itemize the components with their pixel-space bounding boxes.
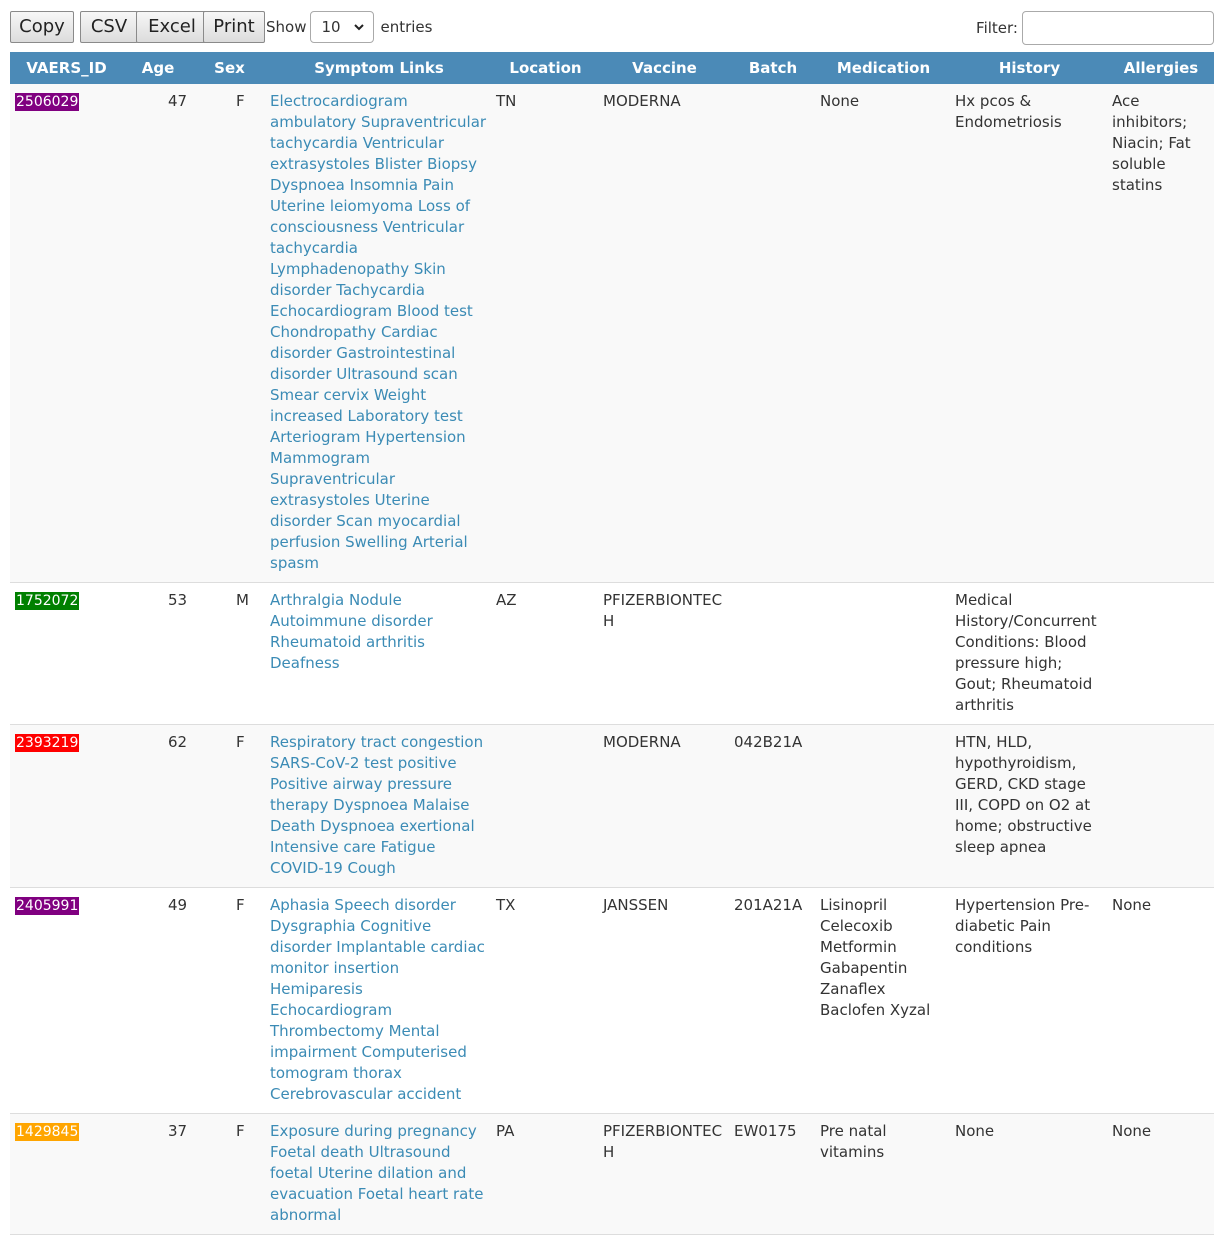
table-row: 2506029 47 F Electrocardiogram ambulator… xyxy=(10,84,1214,583)
cell-location: TN xyxy=(492,84,599,583)
cell-vaccine: MODERNA xyxy=(599,84,730,583)
vaers-id-badge[interactable]: 1752072 xyxy=(15,592,80,610)
cell-medication xyxy=(816,582,951,725)
cell-history: Medical History/Concurrent Conditions: B… xyxy=(951,582,1108,725)
column-header-sex[interactable]: Sex xyxy=(193,52,266,84)
cell-vaers-id: 1429845 xyxy=(10,1113,123,1235)
page-size-value: 10 xyxy=(321,18,341,36)
cell-medication: Pre natal vitamins xyxy=(816,1113,951,1235)
cell-symptom-links[interactable]: Arthralgia Nodule Autoimmune disorder Rh… xyxy=(266,582,492,725)
cell-sex: F xyxy=(193,1113,266,1235)
cell-symptom-links[interactable]: Aphasia Speech disorder Dysgraphia Cogni… xyxy=(266,887,492,1114)
cell-location: AZ xyxy=(492,582,599,725)
column-header-age[interactable]: Age xyxy=(123,52,193,84)
table-toolbar: Copy CSV Excel Print Show 10 entries Fil… xyxy=(10,11,1214,47)
cell-age: 62 xyxy=(123,724,193,888)
cell-batch xyxy=(730,582,816,725)
cell-history: Hx pcos & Endometriosis xyxy=(951,84,1108,583)
cell-location: TX xyxy=(492,887,599,1114)
cell-location: PA xyxy=(492,1113,599,1235)
chevron-down-icon xyxy=(354,24,365,31)
cell-history: HTN, HLD, hypothyroidism, GERD, CKD stag… xyxy=(951,724,1108,888)
column-header-history[interactable]: History xyxy=(951,52,1108,84)
filter-control: Filter: xyxy=(976,11,1214,45)
cell-sex: F xyxy=(193,84,266,583)
cell-allergies: None xyxy=(1108,1113,1214,1235)
cell-age: 37 xyxy=(123,1113,193,1235)
table-row: 1429845 37 F Exposure during pregnancy F… xyxy=(10,1113,1214,1235)
filter-input[interactable] xyxy=(1022,11,1214,45)
vaers-id-badge[interactable]: 2506029 xyxy=(15,93,80,111)
cell-vaccine: MODERNA xyxy=(599,724,730,888)
cell-symptom-links[interactable]: Electrocardiogram ambulatory Supraventri… xyxy=(266,84,492,583)
cell-vaccine: JANSSEN xyxy=(599,887,730,1114)
cell-batch: 201A21A xyxy=(730,887,816,1114)
cell-batch xyxy=(730,84,816,583)
cell-location xyxy=(492,724,599,888)
cell-allergies: Ace inhibitors; Niacin; Fat soluble stat… xyxy=(1108,84,1214,583)
entries-label: entries xyxy=(380,18,433,36)
cell-allergies xyxy=(1108,724,1214,888)
table-row: 1752072 53 M Arthralgia Nodule Autoimmun… xyxy=(10,582,1214,725)
column-header-batch[interactable]: Batch xyxy=(730,52,816,84)
column-header-medication[interactable]: Medication xyxy=(816,52,951,84)
print-button[interactable]: Print xyxy=(203,11,265,43)
show-label: Show xyxy=(266,18,307,36)
vaers-table: VAERS_ID Age Sex Symptom Links Location … xyxy=(10,52,1214,1235)
cell-vaers-id: 2405991 xyxy=(10,887,123,1114)
column-header-vaers-id[interactable]: VAERS_ID xyxy=(10,52,123,84)
cell-allergies xyxy=(1108,582,1214,725)
excel-button[interactable]: Excel xyxy=(136,11,208,43)
cell-age: 49 xyxy=(123,887,193,1114)
vaers-id-badge[interactable]: 1429845 xyxy=(15,1123,80,1141)
cell-medication xyxy=(816,724,951,888)
cell-history: None xyxy=(951,1113,1108,1235)
cell-symptom-links[interactable]: Respiratory tract congestion SARS-CoV-2 … xyxy=(266,724,492,888)
cell-vaccine: PFIZERBIONTECH xyxy=(599,1113,730,1235)
table-header-row: VAERS_ID Age Sex Symptom Links Location … xyxy=(10,52,1214,84)
csv-button[interactable]: CSV xyxy=(80,11,138,43)
cell-symptom-links[interactable]: Exposure during pregnancy Foetal death U… xyxy=(266,1113,492,1235)
copy-button[interactable]: Copy xyxy=(10,11,74,43)
cell-vaers-id: 2393219 xyxy=(10,724,123,888)
cell-age: 53 xyxy=(123,582,193,725)
vaers-id-badge[interactable]: 2393219 xyxy=(15,734,80,752)
filter-label: Filter: xyxy=(976,19,1018,37)
cell-vaers-id: 1752072 xyxy=(10,582,123,725)
cell-medication: Lisinopril Celecoxib Metformin Gabapenti… xyxy=(816,887,951,1114)
page-size-control: Show 10 entries xyxy=(266,11,432,43)
column-header-vaccine[interactable]: Vaccine xyxy=(599,52,730,84)
cell-vaers-id: 2506029 xyxy=(10,84,123,583)
cell-batch: 042B21A xyxy=(730,724,816,888)
column-header-allergies[interactable]: Allergies xyxy=(1108,52,1214,84)
cell-sex: M xyxy=(193,582,266,725)
column-header-location[interactable]: Location xyxy=(492,52,599,84)
cell-sex: F xyxy=(193,724,266,888)
column-header-symptom-links[interactable]: Symptom Links xyxy=(266,52,492,84)
cell-age: 47 xyxy=(123,84,193,583)
cell-history: Hypertension Pre-diabetic Pain condition… xyxy=(951,887,1108,1114)
table-row: 2405991 49 F Aphasia Speech disorder Dys… xyxy=(10,887,1214,1114)
page-size-select[interactable]: 10 xyxy=(310,11,375,43)
cell-medication: None xyxy=(816,84,951,583)
table-row: 2393219 62 F Respiratory tract congestio… xyxy=(10,724,1214,888)
cell-batch: EW0175 xyxy=(730,1113,816,1235)
cell-allergies: None xyxy=(1108,887,1214,1114)
vaers-id-badge[interactable]: 2405991 xyxy=(15,897,80,915)
cell-vaccine: PFIZERBIONTECH xyxy=(599,582,730,725)
cell-sex: F xyxy=(193,887,266,1114)
